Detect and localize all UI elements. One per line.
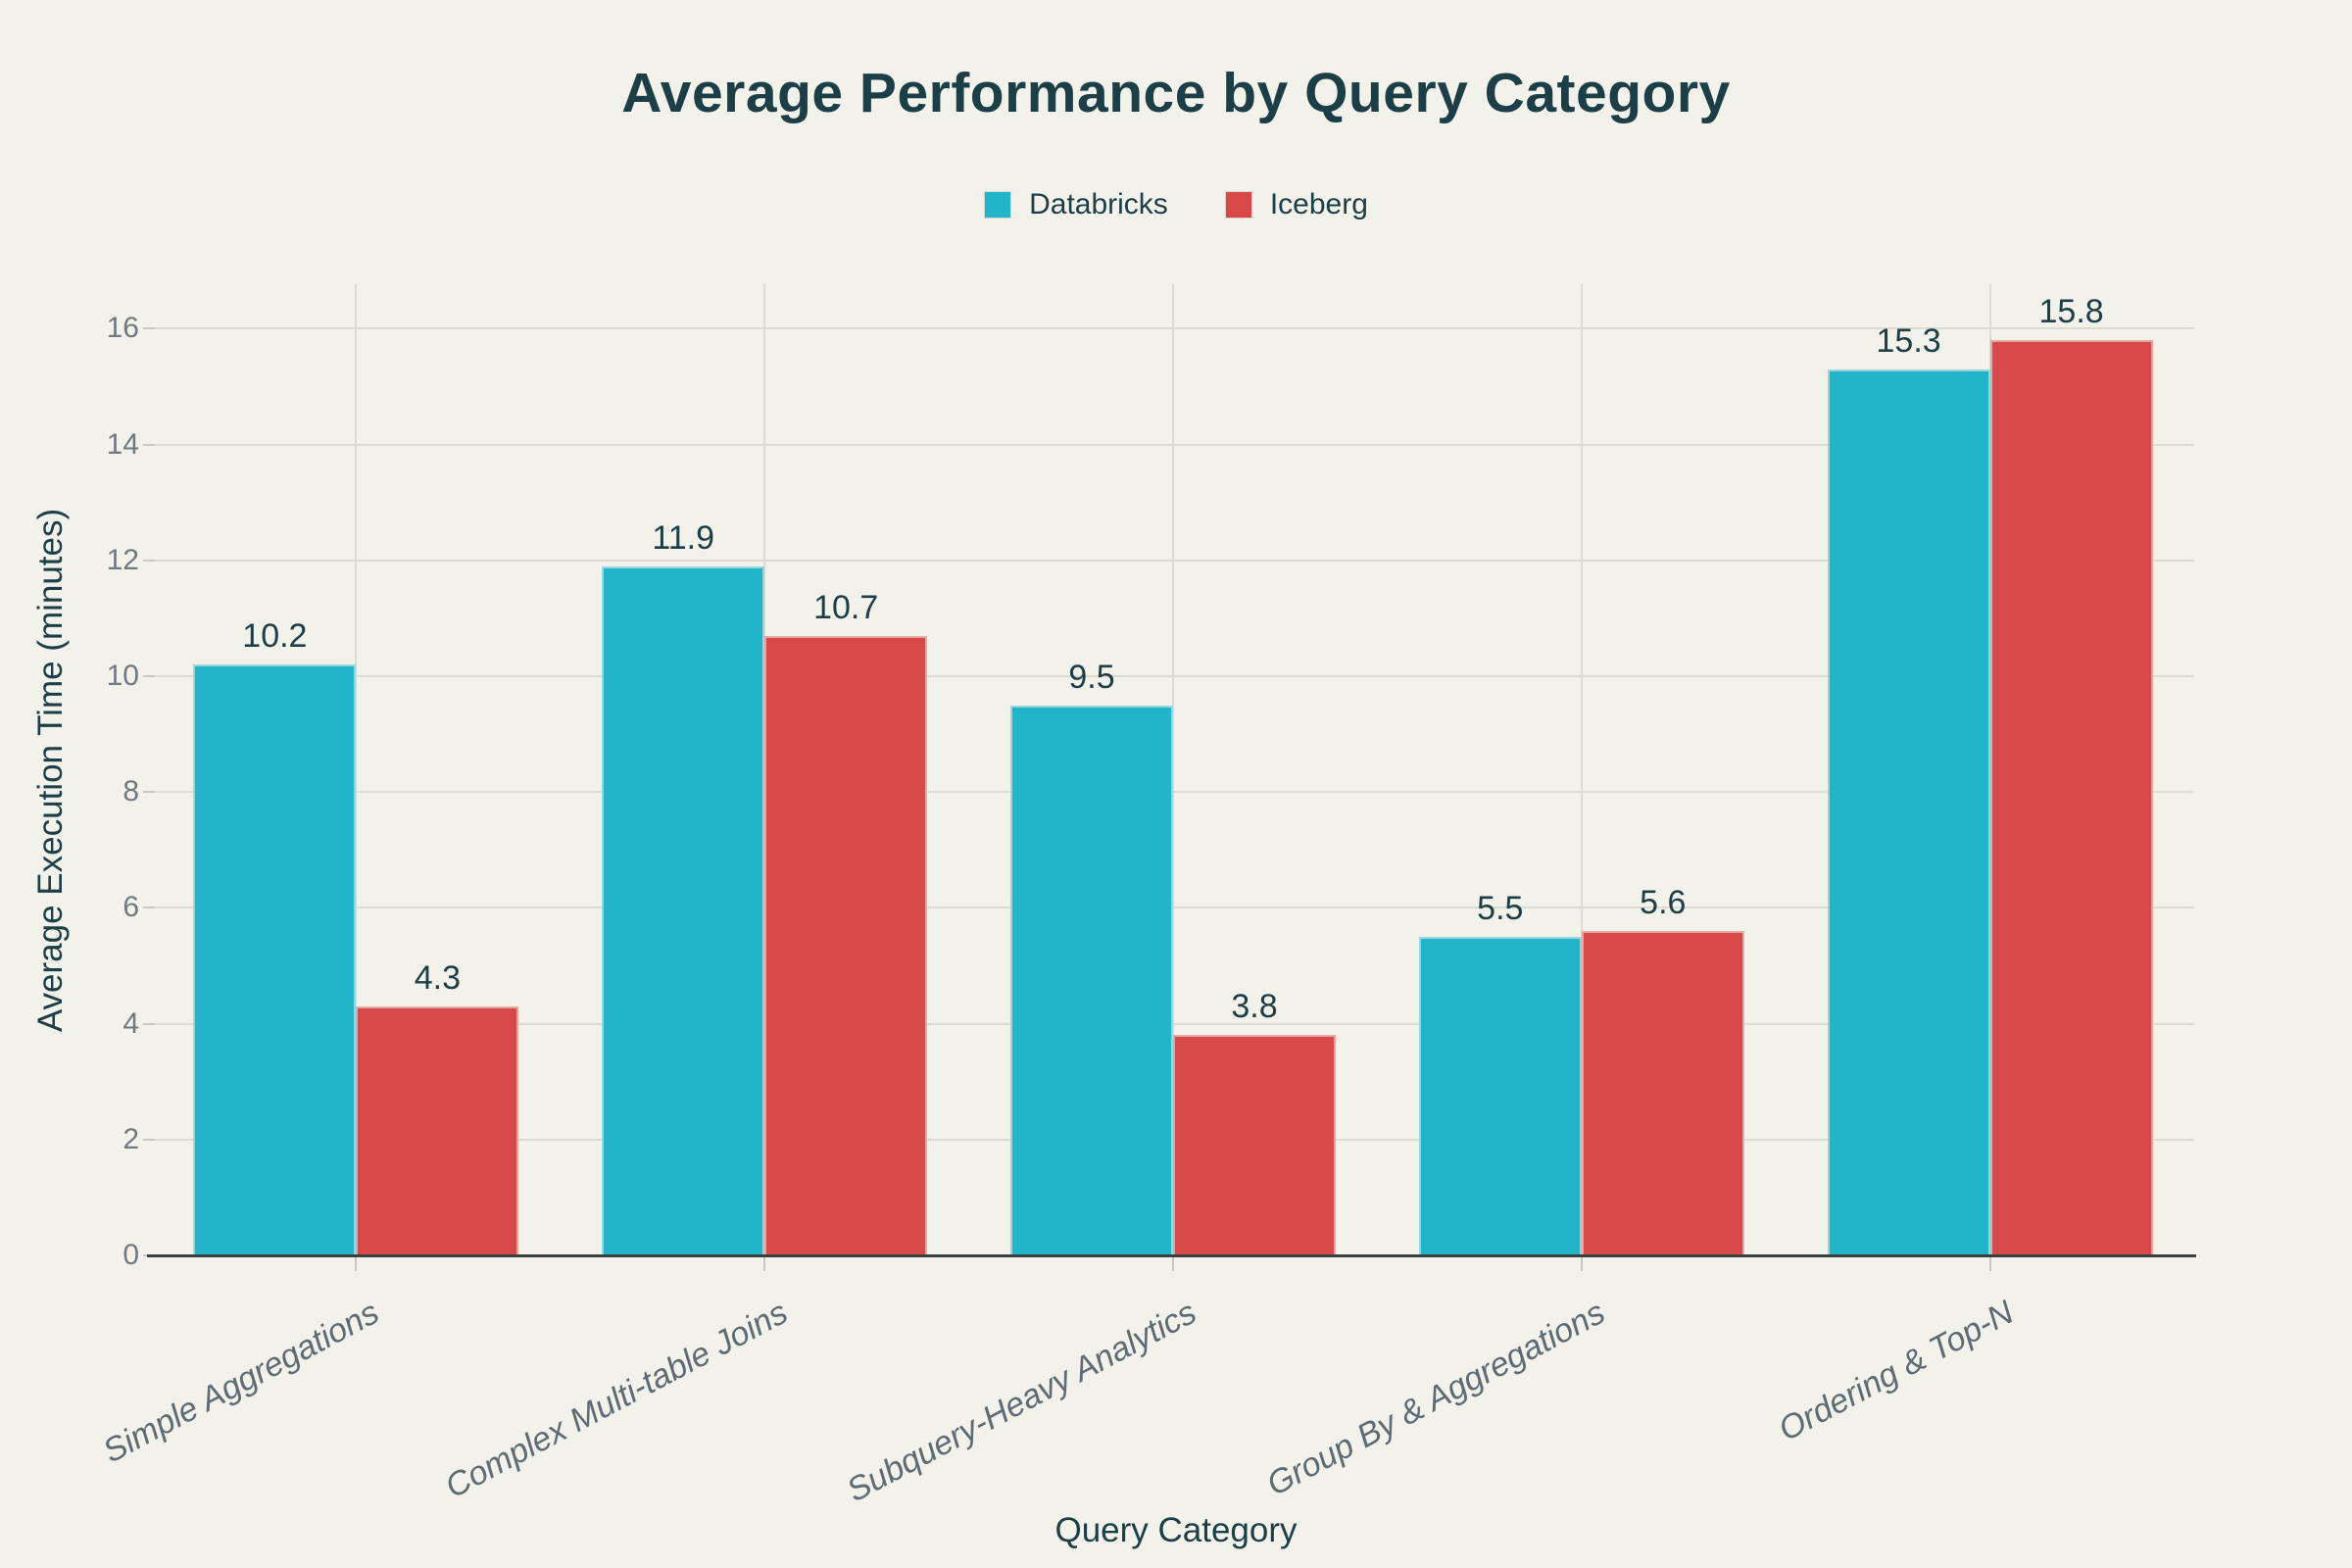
- y-tick-mark: [143, 559, 155, 562]
- y-tick-mark: [143, 1022, 155, 1025]
- bar-value-label: 15.3: [1876, 321, 1941, 360]
- y-tick-mark: [143, 791, 155, 794]
- bar-value-label: 10.2: [242, 617, 308, 656]
- y-tick-mark: [143, 675, 155, 677]
- x-category-label: Group By & Aggregations: [1260, 1294, 1611, 1503]
- bar-iceberg-0: [356, 1005, 519, 1255]
- y-tick-label: 2: [122, 1122, 139, 1155]
- x-category-label: Ordering & Top-N: [1772, 1294, 2020, 1449]
- y-tick-label: 6: [122, 891, 139, 924]
- bar-iceberg-3: [1581, 931, 1744, 1255]
- x-axis-line: [147, 1254, 2196, 1257]
- legend-label: Databricks: [1029, 188, 1168, 220]
- y-tick-mark: [143, 906, 155, 909]
- bar-value-label: 3.8: [1231, 988, 1278, 1026]
- x-tick-mark: [1988, 1257, 1991, 1271]
- bar-value-label: 11.9: [652, 518, 715, 557]
- x-category-label: Simple Aggregations: [97, 1294, 386, 1471]
- chart-title: Average Performance by Query Category: [621, 62, 1731, 124]
- bar-value-label: 5.6: [1640, 884, 1687, 922]
- legend-item-databricks: Databricks: [984, 188, 1168, 221]
- y-tick-label: 14: [106, 427, 139, 461]
- x-tick-mark: [1172, 1257, 1174, 1271]
- legend: Databricks Iceberg: [0, 188, 2352, 221]
- y-tick-mark: [143, 443, 155, 446]
- x-tick-mark: [355, 1257, 358, 1271]
- bar-databricks-2: [1010, 705, 1173, 1255]
- x-category-label: Subquery-Heavy Analytics: [841, 1294, 1202, 1510]
- legend-label: Iceberg: [1269, 188, 1368, 220]
- x-category-label: Complex Multi-table Joins: [439, 1294, 795, 1506]
- bar-value-label: 9.5: [1068, 658, 1115, 696]
- y-tick-label: 4: [122, 1006, 139, 1040]
- gridline-x: [355, 284, 358, 1255]
- y-tick-mark: [143, 327, 155, 330]
- y-tick-label: 8: [122, 775, 139, 808]
- y-tick-label: 0: [122, 1239, 139, 1271]
- x-axis-title: Query Category: [1054, 1511, 1298, 1549]
- bar-databricks-1: [602, 565, 765, 1255]
- legend-swatch-iceberg: [1224, 191, 1252, 219]
- bar-iceberg-4: [1989, 340, 2153, 1255]
- gridline-x: [1172, 284, 1174, 1255]
- bar-iceberg-2: [1173, 1035, 1336, 1255]
- bar-databricks-0: [193, 664, 357, 1255]
- x-tick-mark: [763, 1257, 766, 1271]
- gridline-x: [1580, 284, 1583, 1255]
- bar-databricks-4: [1827, 368, 1990, 1255]
- bar-value-label: 5.5: [1477, 889, 1524, 927]
- y-tick-mark: [143, 1138, 155, 1141]
- y-tick-label: 16: [106, 312, 139, 345]
- bar-iceberg-1: [764, 635, 928, 1255]
- legend-swatch-databricks: [984, 191, 1012, 219]
- y-axis-title: Average Execution Time (minutes): [31, 508, 70, 1033]
- y-tick-label: 12: [106, 543, 139, 576]
- legend-item-iceberg: Iceberg: [1224, 188, 1368, 221]
- y-tick-label: 10: [106, 660, 139, 692]
- bar-databricks-3: [1418, 936, 1582, 1255]
- bar-value-label: 15.8: [2038, 293, 2104, 331]
- bar-value-label: 4.3: [414, 958, 462, 997]
- x-tick-mark: [1580, 1257, 1583, 1271]
- bar-value-label: 10.7: [813, 588, 879, 626]
